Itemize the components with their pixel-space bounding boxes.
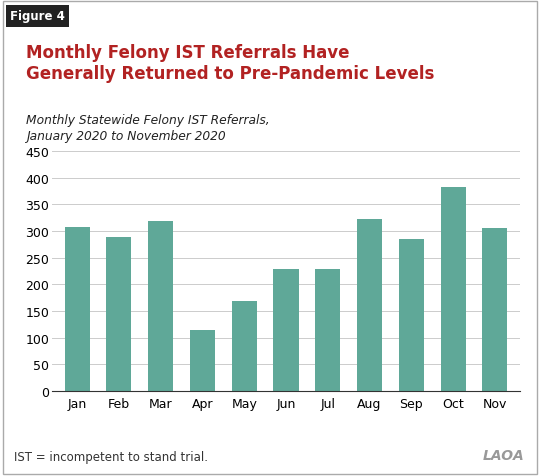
Bar	[232, 301, 256, 391]
Text: Monthly Statewide Felony IST Referrals,
January 2020 to November 2020: Monthly Statewide Felony IST Referrals, …	[26, 113, 269, 143]
Bar	[357, 220, 382, 391]
Text: LAOA: LAOA	[483, 448, 525, 462]
Text: Figure 4: Figure 4	[10, 10, 65, 23]
Text: Monthly Felony IST Referrals Have
Generally Returned to Pre-Pandemic Levels: Monthly Felony IST Referrals Have Genera…	[26, 44, 434, 83]
Bar	[482, 229, 508, 391]
Bar	[273, 270, 299, 391]
Bar	[441, 188, 465, 391]
Bar	[148, 222, 173, 391]
Bar	[106, 238, 131, 391]
Bar	[190, 330, 215, 391]
Bar	[399, 239, 424, 391]
Bar	[65, 227, 90, 391]
Text: IST = incompetent to stand trial.: IST = incompetent to stand trial.	[14, 450, 207, 463]
Bar	[315, 270, 340, 391]
